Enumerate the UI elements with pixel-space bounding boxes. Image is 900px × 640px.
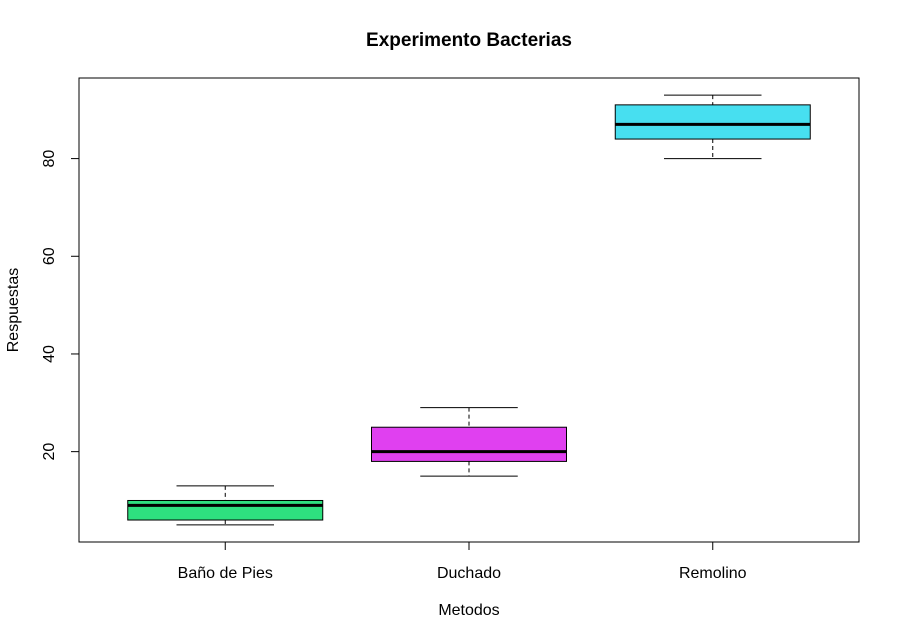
y-axis-label: Respuestas <box>5 268 22 353</box>
y-tick-label: 40 <box>41 345 58 363</box>
box-body <box>127 499 324 521</box>
y-tick-label: 20 <box>41 443 58 461</box>
x-tick-label: Duchado <box>437 565 501 582</box>
box-3 <box>614 94 811 160</box>
y-tick-label: 80 <box>41 150 58 168</box>
box-group <box>127 94 811 526</box>
x-tick-label: Baño de Pies <box>178 565 273 582</box>
y-axis: 20 40 60 80 <box>41 150 80 461</box>
box-body <box>614 104 811 140</box>
box-1 <box>127 485 324 526</box>
x-tick-label: Remolino <box>679 565 747 582</box>
box-body <box>371 426 567 462</box>
y-tick-label: 60 <box>41 247 58 265</box>
x-axis-label: Metodos <box>438 602 499 619</box>
chart-title: Experimento Bacterias <box>366 30 572 51</box>
x-axis: Baño de Pies Duchado Remolino <box>178 541 747 582</box>
box-2 <box>371 407 567 477</box>
